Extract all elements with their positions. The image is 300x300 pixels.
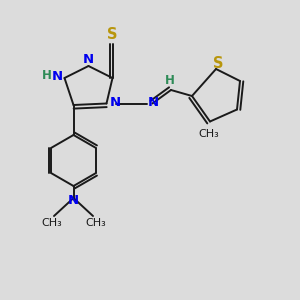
Text: N: N [83, 53, 94, 66]
Text: H: H [165, 74, 174, 88]
Text: N: N [109, 96, 121, 110]
Text: S: S [213, 56, 224, 71]
Text: CH₃: CH₃ [85, 218, 106, 228]
Text: CH₃: CH₃ [198, 128, 219, 139]
Text: S: S [107, 27, 118, 42]
Text: CH₃: CH₃ [41, 218, 62, 228]
Text: N: N [68, 194, 79, 208]
Text: N: N [51, 70, 63, 83]
Text: N: N [147, 96, 159, 110]
Text: H: H [42, 69, 51, 82]
